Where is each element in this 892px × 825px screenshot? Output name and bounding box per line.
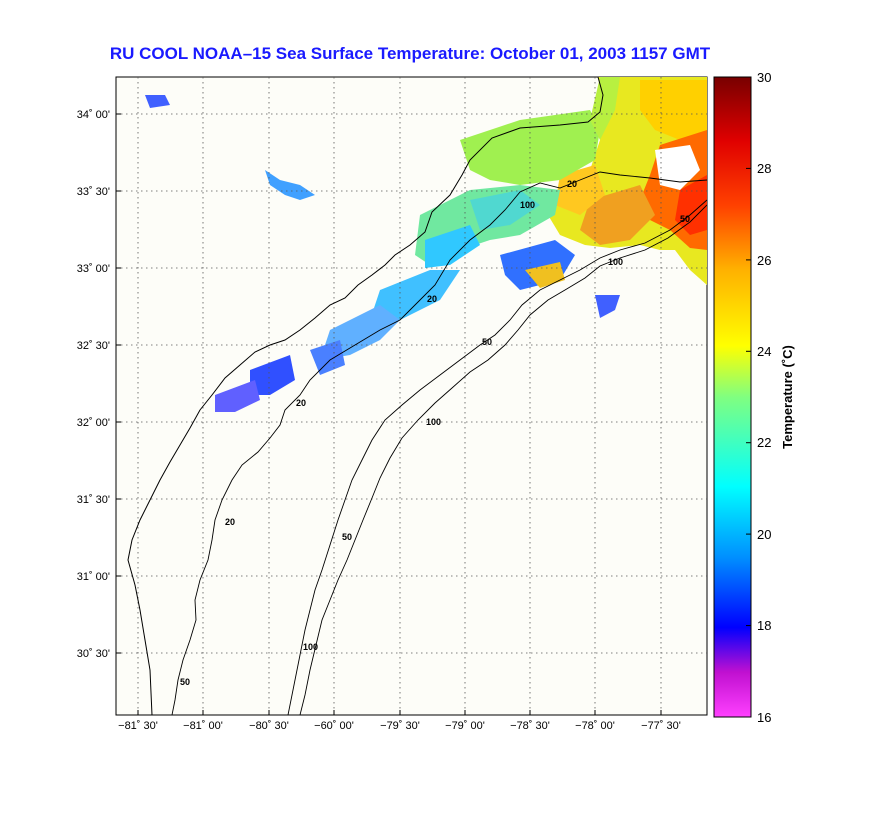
colorbar-tick-label: 28 — [757, 161, 771, 176]
lat-tick-label: 33˚ 00' — [77, 263, 110, 275]
contour-label: 50 — [342, 532, 352, 542]
contour-label: 100 — [608, 257, 623, 267]
colorbar-tick-label: 26 — [757, 253, 771, 268]
contour-label: 20 — [567, 179, 577, 189]
lat-tick-label: 34˚ 00' — [77, 109, 110, 121]
isobath-20m — [171, 171, 707, 715]
lat-tick-label: 31˚ 00' — [77, 571, 110, 583]
contour-labels: 20 50 100 20 50 100 20 50 100 20 50 100 — [180, 179, 690, 687]
contour-label: 20 — [296, 398, 306, 408]
lon-tick-label: −80˚ 30' — [249, 720, 289, 732]
colorbar-tick-label: 30 — [757, 70, 771, 85]
isobath-100m — [299, 204, 707, 715]
contour-label: 100 — [303, 642, 318, 652]
chart-title: RU COOL NOAA–15 Sea Surface Temperature:… — [109, 44, 711, 63]
isobath-50m — [287, 199, 707, 715]
contour-label: 50 — [680, 214, 690, 224]
colorbar-ticks — [746, 76, 751, 718]
lat-tick-label: 32˚ 00' — [77, 417, 110, 429]
graticule — [116, 77, 707, 715]
lon-tick-label: −78˚ 00' — [575, 720, 615, 732]
contour-label: 20 — [225, 517, 235, 527]
colorbar-label: Temperature (˚C) — [780, 345, 795, 449]
lon-tick-label: −78˚ 30' — [510, 720, 550, 732]
lon-tick-label: −81˚ 00' — [183, 720, 223, 732]
lon-tick-label: −77˚ 30' — [641, 720, 681, 732]
lon-tick-label: −81˚ 30' — [118, 720, 158, 732]
longitude-labels: −81˚ 30' −81˚ 00' −80˚ 30' −60˚ 00' −79˚… — [118, 720, 681, 732]
lon-tick-label: −60˚ 00' — [314, 720, 354, 732]
lat-tick-label: 32˚ 30' — [77, 340, 110, 352]
contour-label: 50 — [180, 677, 190, 687]
contour-label: 50 — [482, 337, 492, 347]
coastline — [127, 77, 604, 715]
lat-tick-label: 33˚ 30' — [77, 186, 110, 198]
colorbar-tick-labels: 30 28 26 24 22 20 18 16 — [757, 70, 771, 725]
colorbar-tick-label: 24 — [757, 344, 771, 359]
contour-label: 100 — [426, 417, 441, 427]
colorbar-tick-label: 22 — [757, 435, 771, 450]
colorbar-tick-label: 16 — [757, 710, 771, 725]
contour-label: 100 — [520, 200, 535, 210]
axis-ticks — [116, 113, 662, 715]
contour-label: 20 — [427, 294, 437, 304]
lon-tick-label: −79˚ 00' — [445, 720, 485, 732]
colorbar-tick-label: 18 — [757, 618, 771, 633]
lat-tick-label: 30˚ 30' — [77, 648, 110, 660]
colorbar — [713, 76, 752, 718]
lat-tick-label: 31˚ 30' — [77, 494, 110, 506]
colorbar-tick-label: 20 — [757, 527, 771, 542]
lon-tick-label: −79˚ 30' — [380, 720, 420, 732]
latitude-labels: 34˚ 00' 33˚ 30' 33˚ 00' 32˚ 30' 32˚ 00' … — [77, 109, 110, 660]
